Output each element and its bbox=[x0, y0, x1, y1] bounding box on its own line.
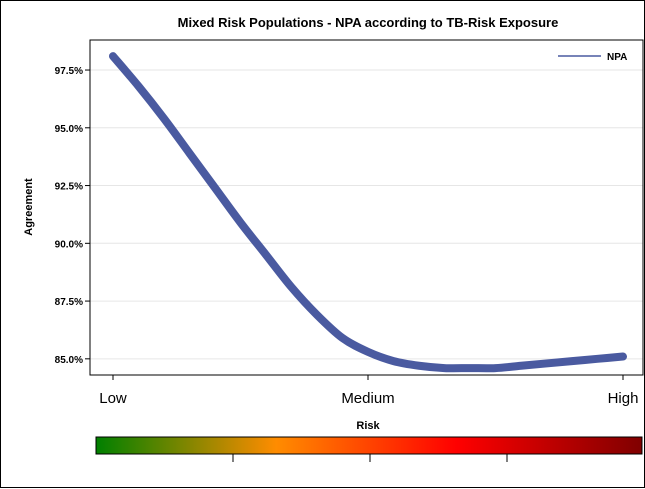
y-tick-label: 85.0% bbox=[55, 355, 83, 366]
chart-title: Mixed Risk Populations - NPA according t… bbox=[178, 15, 559, 30]
plot-area bbox=[89, 39, 644, 376]
series-line-npa bbox=[109, 52, 627, 373]
legend: NPA bbox=[558, 52, 627, 63]
legend-label-npa: NPA bbox=[607, 52, 627, 63]
y-axis: 85.0% 87.5% 90.0% 92.5% 95.0% 97.5% bbox=[55, 66, 90, 366]
y-tick-label: 97.5% bbox=[55, 66, 83, 77]
gridlines bbox=[90, 69, 643, 360]
y-tick-label: 92.5% bbox=[55, 182, 83, 193]
y-tick-label: 90.0% bbox=[55, 239, 83, 250]
x-tick-label-medium: Medium bbox=[341, 390, 394, 407]
x-axis: Low Medium High bbox=[99, 375, 638, 407]
x-tick-label-low: Low bbox=[99, 390, 127, 407]
y-tick-label: 87.5% bbox=[55, 297, 83, 308]
risk-colorbar bbox=[95, 436, 643, 455]
x-axis-label: Risk bbox=[356, 420, 380, 432]
y-axis-label: Agreement bbox=[23, 178, 35, 236]
x-tick-label-high: High bbox=[608, 390, 639, 407]
y-tick-label: 95.0% bbox=[55, 124, 83, 135]
